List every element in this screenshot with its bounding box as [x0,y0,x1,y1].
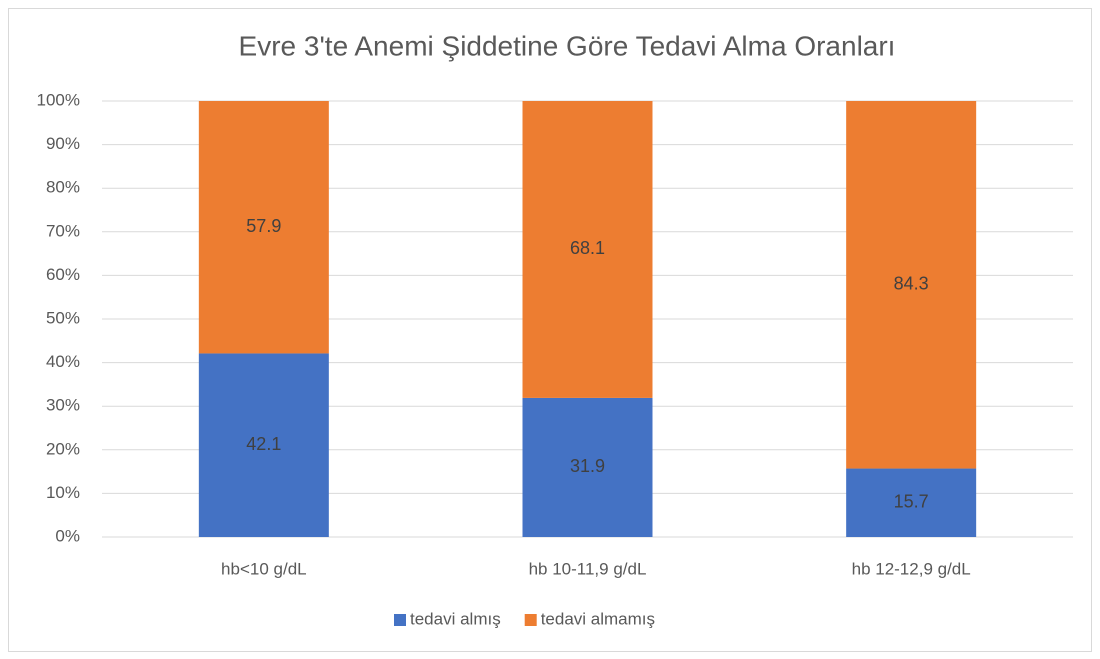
y-tick-label: 90% [46,134,80,153]
chart-title: Evre 3'te Anemi Şiddetine Göre Tedavi Al… [239,30,896,61]
data-label: 15.7 [894,492,929,512]
bar-segment [198,353,329,537]
legend-swatch [394,614,406,626]
y-tick-label: 10% [46,483,80,502]
bar-segment [846,101,977,469]
bar-segment [522,397,653,537]
y-tick-label: 70% [46,221,80,240]
y-tick-label: 80% [46,178,80,197]
x-tick-label: hb 12-12,9 g/dL [852,559,971,578]
x-tick-label: hb 10-11,9 g/dL [529,559,647,578]
data-label: 31.9 [570,456,605,476]
bar-segment [846,468,977,537]
data-label: 57.9 [246,216,281,236]
bar-segment [198,101,329,354]
data-label: 84.3 [894,274,929,294]
x-tick-label: hb<10 g/dL [221,559,307,578]
y-tick-label: 100% [37,90,80,109]
data-label: 42.1 [246,434,281,454]
y-tick-label: 60% [46,265,80,284]
legend-swatch [524,614,537,626]
legend-label: tedavi almamış [541,609,655,628]
y-tick-label: 40% [46,352,80,371]
y-tick-label: 50% [46,308,80,327]
y-tick-label: 20% [46,439,80,458]
data-label: 68.1 [570,238,605,258]
y-tick-label: 0% [55,526,80,545]
bar-segment [522,101,653,398]
legend-label: tedavi almış [410,609,501,628]
y-tick-label: 30% [46,396,80,415]
